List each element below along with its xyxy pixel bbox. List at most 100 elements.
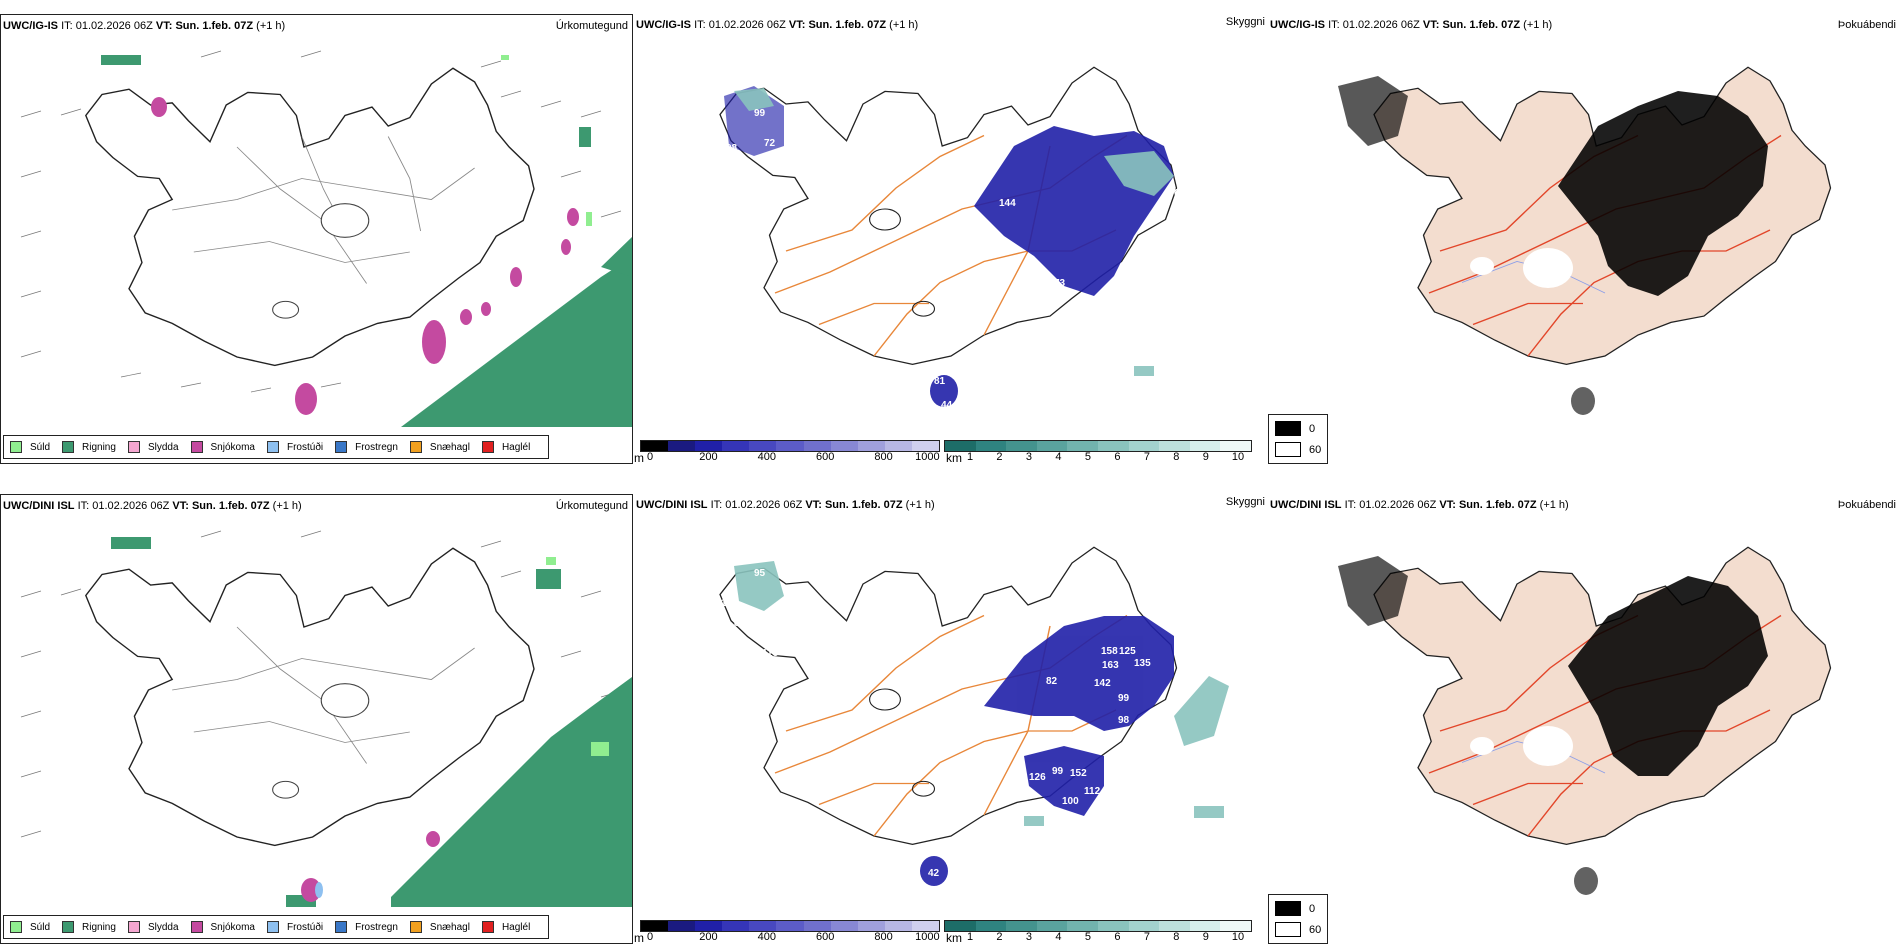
legend-swatch [481, 921, 494, 933]
legend-item: Snæhagl [409, 921, 470, 933]
visibility-unit: km [946, 451, 962, 464]
precip-legend: Súld Rigning Slydda Snjókoma Frostúði Fr… [3, 915, 550, 939]
cbar-segment [749, 921, 777, 931]
visibility-ticks: 1 2 3 4 5 6 7 8 9 10 [966, 451, 1245, 463]
cbar-segment [1067, 921, 1098, 931]
cbar-segment [1067, 441, 1098, 451]
snow-areas [151, 97, 579, 415]
legend-item: Frostregn [335, 921, 398, 933]
cbar-segment [776, 441, 804, 451]
panel-header: UWC/IG-IS IT: 01.02.2026 06Z VT: Sun. 1.… [636, 19, 919, 31]
cbar-segment [776, 921, 804, 931]
visibility-colorbar [944, 440, 1252, 452]
cbar-segment [1036, 441, 1068, 451]
fog-map [1268, 516, 1900, 916]
panel-title: Þokuábendi [1837, 499, 1896, 511]
legend-item: Snæhagl [409, 441, 470, 453]
cbar-segment [1097, 441, 1129, 451]
vis-label: 116 [1072, 338, 1089, 349]
ceiling-unit: m [634, 451, 644, 464]
cbar-segment [803, 921, 831, 931]
cbar-segment [911, 441, 940, 451]
fog-legend-item: 0 [1275, 901, 1315, 916]
cbar-segment [945, 921, 976, 931]
vis-label: 98 [1118, 715, 1130, 726]
cbar-segment [1159, 441, 1190, 451]
visibility-map: 95 111 89 163 115 117 82 158 125 135 163… [634, 516, 1267, 916]
ceiling-colorbar [640, 440, 940, 452]
cbar-segment [1220, 441, 1251, 451]
fog-legend-item: 0 [1275, 421, 1315, 436]
legend-item: Frostregn [335, 441, 398, 453]
lead-time: (+1 h) [272, 500, 302, 512]
valid-time: Sun. 1.feb. 07Z [808, 19, 887, 31]
vis-label: 89 [734, 618, 746, 629]
vis-label: 168 [982, 233, 999, 244]
cbar-segment [1220, 921, 1251, 931]
init-time: 01.02.2026 06Z [75, 20, 153, 32]
cbar-segment [1128, 921, 1160, 931]
cbar-segment [695, 441, 723, 451]
vis-label: 99 [1118, 693, 1130, 704]
legend-item: Rigning [62, 441, 116, 453]
cbar-segment [975, 441, 1007, 451]
cbar-segment [1036, 921, 1068, 931]
panel-title: Úrkomutegund [555, 20, 628, 32]
vis-label: 100 [1062, 320, 1079, 331]
panel-header: UWC/IG-IS IT: 01.02.2026 06Z VT: Sun. 1.… [1268, 14, 1900, 36]
vis-label: 100 [1062, 796, 1079, 807]
visibility-colorbar [944, 920, 1252, 932]
lead-time: (+1 h) [1523, 19, 1553, 31]
legend-item: Haglél [481, 441, 530, 453]
vis-label: 112 [1084, 786, 1101, 797]
cbar-segment [1189, 441, 1221, 451]
precip-legend: Súld Rigning Slydda Snjókoma Frostúði Fr… [3, 435, 550, 459]
visibility-ticks: 1 2 3 4 5 6 7 8 9 10 [966, 931, 1245, 943]
fog-legend-item: 60 [1275, 922, 1321, 937]
fog-swatch [1275, 901, 1301, 916]
fog-panel-top: UWC/IG-IS IT: 01.02.2026 06Z VT: Sun. 1.… [1268, 14, 1900, 464]
cbar-segment [884, 441, 912, 451]
legend-item: Frostúði [266, 441, 323, 453]
legend-item: Snjókoma [190, 921, 255, 933]
vis-label: 112 [1099, 296, 1116, 307]
cbar-segment [1097, 921, 1129, 931]
legend-swatch [127, 441, 140, 453]
fog-panel-bottom: UWC/DINI ISL IT: 01.02.2026 06Z VT: Sun.… [1268, 494, 1900, 944]
fog-swatch [1275, 922, 1301, 937]
cbar-segment [641, 441, 669, 451]
valid-time: Sun. 1.feb. 07Z [175, 20, 254, 32]
model-name: UWC/DINI ISL [3, 500, 75, 512]
vis-label: 72 [764, 138, 776, 149]
legend-swatch [190, 921, 203, 933]
rain-area [111, 537, 632, 907]
legend-swatch [266, 441, 279, 453]
ceiling-colorbar [640, 920, 940, 932]
legend-item: Haglél [481, 921, 530, 933]
vis-label: 126 [1029, 772, 1046, 783]
legend-swatch [335, 441, 348, 453]
precip-map [1, 517, 632, 907]
cbar-segment [1006, 921, 1037, 931]
vis-label: 142 [1094, 678, 1111, 689]
vis-label: 144 [999, 198, 1016, 209]
panel-header: UWC/DINI ISL IT: 01.02.2026 06Z VT: Sun.… [1, 495, 632, 517]
vis-label: 95 [754, 568, 766, 579]
panel-title: Skyggni [1225, 16, 1265, 28]
panel-title: Skyggni [1225, 496, 1265, 508]
valid-time: Sun. 1.feb. 07Z [191, 500, 270, 512]
vis-label: 81 [1066, 814, 1078, 825]
snow-areas [301, 831, 440, 902]
panel-header: UWC/DINI ISL IT: 01.02.2026 06Z VT: Sun.… [1268, 494, 1900, 516]
cbar-segment [668, 441, 696, 451]
vis-label: 115 [762, 648, 779, 659]
fog-swatch [1275, 421, 1301, 436]
vis-label: 92 [1164, 233, 1176, 244]
vis-label: 135 [1134, 658, 1151, 669]
panel-title: Þokuábendi [1837, 19, 1896, 31]
init-time: 01.02.2026 06Z [1359, 499, 1437, 511]
rain-area [101, 55, 632, 427]
cbar-segment [722, 921, 750, 931]
model-name: UWC/IG-IS [636, 19, 691, 31]
vis-label: 99 [754, 108, 766, 119]
